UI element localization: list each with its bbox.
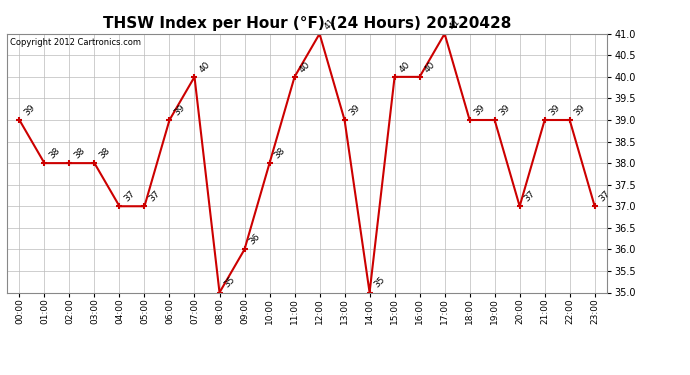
Text: 39: 39 [22,103,37,117]
Text: 40: 40 [422,60,437,74]
Text: 39: 39 [573,103,587,117]
Text: 41: 41 [447,16,462,31]
Text: 39: 39 [172,103,187,117]
Text: 39: 39 [497,103,512,117]
Title: THSW Index per Hour (°F) (24 Hours) 20120428: THSW Index per Hour (°F) (24 Hours) 2012… [103,16,511,31]
Text: 38: 38 [97,146,112,160]
Text: Copyright 2012 Cartronics.com: Copyright 2012 Cartronics.com [10,38,141,46]
Text: 35: 35 [222,275,237,290]
Text: 38: 38 [72,146,87,160]
Text: 37: 37 [147,189,161,204]
Text: 37: 37 [522,189,537,204]
Text: 40: 40 [397,60,412,74]
Text: 38: 38 [47,146,61,160]
Text: 35: 35 [373,275,387,290]
Text: 39: 39 [347,103,362,117]
Text: 41: 41 [322,16,337,31]
Text: 40: 40 [197,60,212,74]
Text: 39: 39 [473,103,487,117]
Text: 37: 37 [122,189,137,204]
Text: 40: 40 [297,60,312,74]
Text: 38: 38 [273,146,287,160]
Text: 37: 37 [598,189,612,204]
Text: 39: 39 [547,103,562,117]
Text: 36: 36 [247,232,262,247]
